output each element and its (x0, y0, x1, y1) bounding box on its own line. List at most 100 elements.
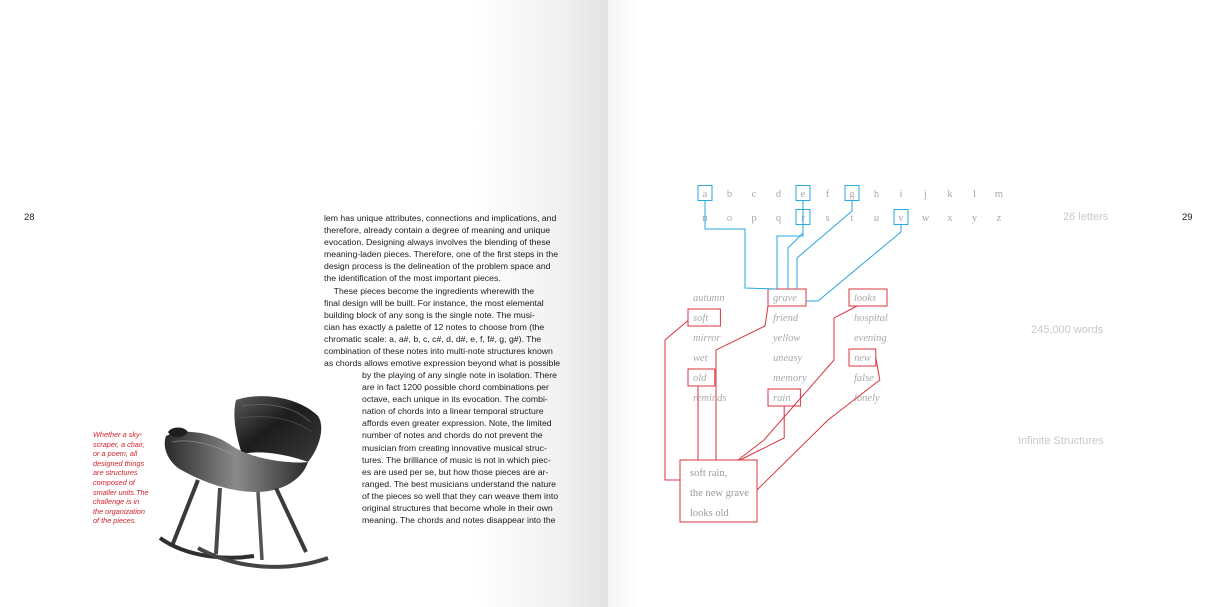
letter: z (997, 213, 1002, 224)
word: friend (773, 313, 799, 324)
word: soft (693, 313, 709, 324)
caption-line: are structures (93, 468, 138, 478)
body-text-line: meaning-laden pieces. Therefore, one of … (324, 249, 559, 260)
body-text-line: of the pieces so well that they can weav… (362, 490, 559, 501)
caption-line: challenge is in (93, 497, 140, 507)
rocking-chair-photo (158, 396, 329, 569)
body-text-line: therefore, already contain a degree of m… (324, 225, 551, 236)
letter: o (727, 213, 732, 224)
body-text-line: final design will be built. For instance… (324, 297, 544, 308)
label-structures: Infinite Structures (1018, 435, 1104, 447)
word-highlight-box (687, 308, 721, 327)
letter-connector-line (776, 201, 804, 289)
letter: a (703, 189, 708, 200)
body-text-line: es are used per se, but how those pieces… (362, 466, 549, 477)
word-connector-line (664, 320, 689, 481)
caption-line: scraper, a chair, (93, 439, 145, 449)
caption-line: or a poem, all (93, 449, 138, 459)
letter: j (923, 189, 927, 200)
letter: f (826, 189, 830, 200)
letter: g (849, 189, 855, 200)
label-words: 245,000 words (1031, 324, 1104, 336)
word: hospital (854, 313, 888, 324)
letter-connector-line (796, 201, 853, 289)
letter: k (947, 189, 953, 200)
word: lonely (854, 393, 880, 404)
letter: c (752, 189, 757, 200)
body-text-line: octave, each unique in its evocation. Th… (362, 394, 548, 405)
letter: w (922, 213, 930, 224)
poem-line: looks old (690, 508, 730, 519)
body-text-line: affords even greater expression. Note, t… (362, 418, 552, 429)
letter-highlight-box (893, 209, 909, 225)
body-text-line: tures. The brilliance of music is not in… (362, 454, 551, 465)
page-number-right: 29 (1182, 212, 1193, 223)
body-text-lower: by the playing of any single note in iso… (362, 369, 558, 526)
page-number-left: 28 (24, 212, 35, 223)
word: new (854, 353, 871, 364)
word: yellow (772, 333, 800, 344)
word: memory (773, 373, 807, 384)
word-highlight-box (767, 288, 807, 307)
caption-line: of the pieces. (93, 516, 137, 526)
caption-line: smaller units.The (93, 487, 149, 497)
letter: i (900, 189, 903, 200)
letter: h (874, 189, 880, 200)
caption-line: Whether a sky- (93, 430, 143, 439)
body-text-line: building block of any song is the single… (324, 309, 535, 320)
letter: e (801, 189, 806, 200)
body-text-line: nation of chords into a linear temporal … (362, 406, 544, 417)
poem-line: the new grave (690, 488, 749, 499)
letter-highlight-box (697, 185, 713, 201)
word: uneasy (773, 353, 802, 364)
body-text-line: lem has unique attributes, connections a… (324, 213, 557, 223)
body-text-line: evocation. Designing always involves the… (324, 237, 551, 248)
letter: d (776, 189, 782, 200)
letter: p (751, 213, 756, 224)
word: wet (693, 353, 709, 364)
letter: y (972, 213, 978, 224)
word: false (854, 373, 874, 384)
word: autumn (693, 293, 725, 304)
letter: m (995, 189, 1003, 200)
caption-line: the organization (93, 506, 145, 516)
letter: v (898, 213, 904, 224)
body-text-line: meaning. The chords and notes disappear … (362, 515, 556, 526)
poem-line: soft rain, (690, 468, 727, 479)
letter-highlight-box (844, 185, 860, 201)
body-text-line: chromatic scale: a, a#, b, c, c#, d, d#,… (324, 333, 542, 344)
word-connector-line (739, 406, 785, 461)
word: old (693, 373, 707, 384)
left-page: 28 lem has unique attributes, connection… (0, 0, 608, 607)
word-highlight-box (848, 288, 888, 307)
word-connector-line (756, 357, 881, 491)
body-text-upper: lem has unique attributes, connections a… (324, 212, 560, 369)
body-text-line: the identification of the most important… (324, 273, 501, 284)
letter: l (973, 189, 976, 200)
word: mirror (693, 333, 722, 344)
letter-connector-line (704, 201, 777, 290)
caption-line: designed things (93, 458, 145, 468)
label-letters: 26 letters (1063, 211, 1109, 223)
body-text-line: combination of these notes into multi-no… (324, 346, 553, 357)
body-text-line: musician from creating innovative musica… (362, 442, 547, 453)
letters-words-structure-diagram: a b c d e f g h i j k l mn o p q r s t u v w x y zautumnsoftmirr… (664, 185, 1003, 523)
letter-connector-line (787, 225, 804, 289)
letter: u (874, 213, 880, 224)
letter: x (947, 213, 953, 224)
letter: b (727, 189, 732, 200)
body-text-line: ranged. The best musicians understand th… (362, 478, 556, 489)
body-text-line: are in fact 1200 possible chord combinat… (362, 382, 549, 393)
body-text-line: These pieces become the ingredients wher… (324, 285, 535, 296)
word-highlight-box (687, 368, 716, 387)
word: evening (854, 333, 887, 344)
word: grave (773, 293, 797, 304)
body-text-line: number of notes and chords do not preven… (362, 430, 543, 441)
letter: t (851, 213, 854, 224)
body-text-line: cian has exactly a palette of 12 notes t… (324, 321, 545, 332)
word: reminds (693, 393, 726, 404)
word: rain (773, 393, 791, 404)
body-text-line: design process is the delineation of the… (324, 261, 551, 272)
body-text-line: as chords allows emotive expression beyo… (324, 358, 561, 369)
caption-line: composed of (93, 477, 135, 487)
